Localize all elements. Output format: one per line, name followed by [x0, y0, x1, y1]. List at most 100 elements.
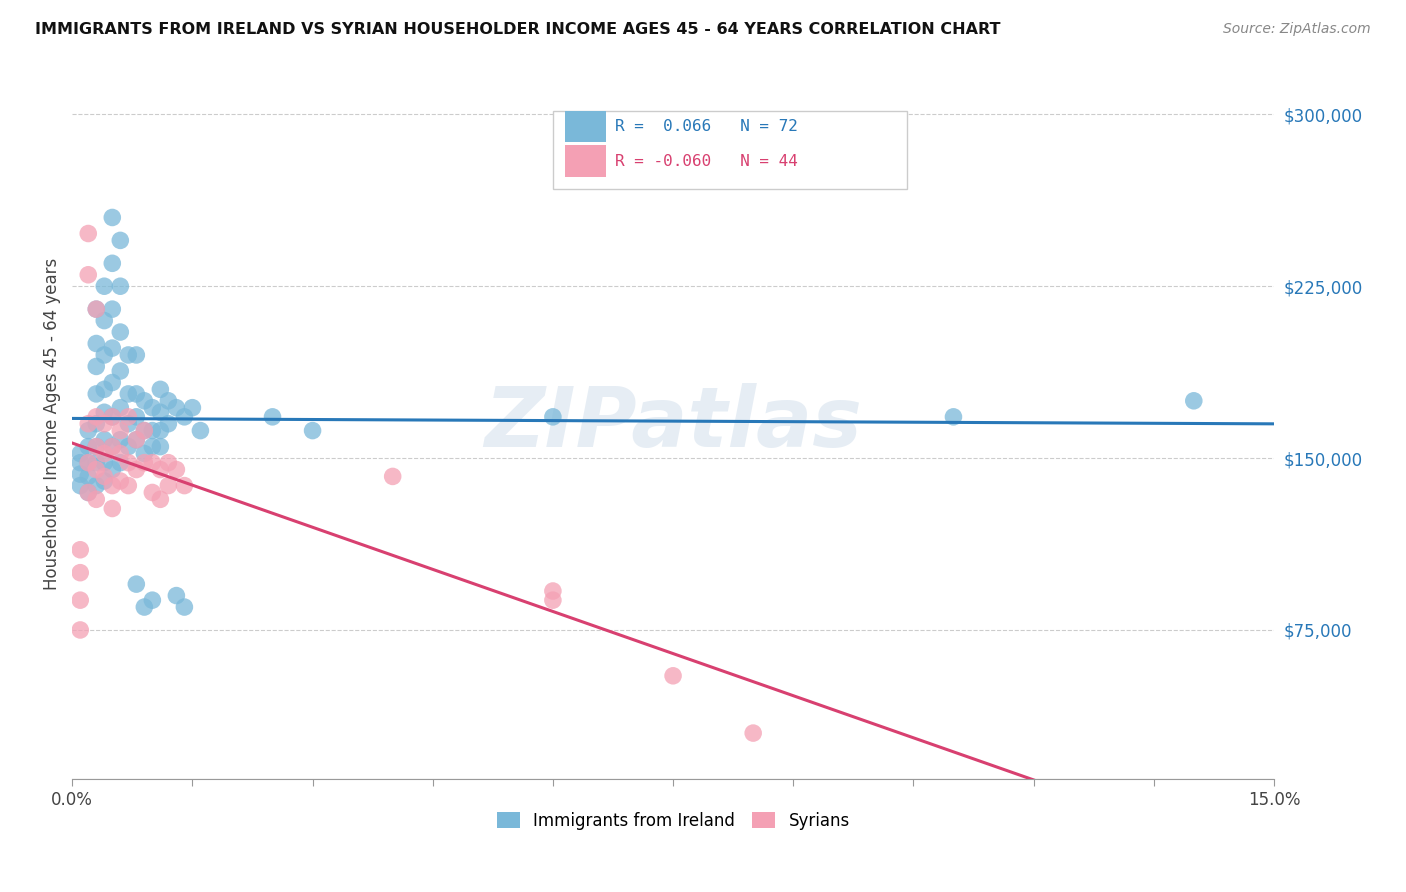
Y-axis label: Householder Income Ages 45 - 64 years: Householder Income Ages 45 - 64 years — [44, 258, 60, 590]
Point — [69, 593, 91, 607]
Text: Source: ZipAtlas.com: Source: ZipAtlas.com — [1223, 22, 1371, 37]
Point — [181, 401, 204, 415]
Point — [93, 446, 115, 460]
Point — [77, 456, 100, 470]
Point — [125, 387, 148, 401]
Point — [93, 433, 115, 447]
Point — [149, 440, 172, 454]
Point — [69, 456, 91, 470]
Point — [69, 467, 91, 482]
Point — [101, 302, 124, 317]
Point — [125, 409, 148, 424]
Point — [125, 348, 148, 362]
Point — [110, 446, 132, 460]
Point — [110, 456, 132, 470]
Point — [134, 456, 156, 470]
Point — [125, 433, 148, 447]
Point — [101, 440, 124, 454]
Point — [84, 336, 107, 351]
Point — [134, 393, 156, 408]
Point — [125, 577, 148, 591]
Point — [101, 462, 124, 476]
Point — [101, 376, 124, 390]
Point — [117, 409, 139, 424]
Point — [84, 302, 107, 317]
Point — [84, 462, 107, 476]
Point — [173, 600, 195, 615]
Point — [141, 440, 163, 454]
Point — [84, 359, 107, 374]
Point — [141, 456, 163, 470]
Point — [141, 593, 163, 607]
Point — [541, 584, 564, 599]
Point — [77, 268, 100, 282]
Point — [117, 348, 139, 362]
Point — [942, 409, 965, 424]
Point — [110, 424, 132, 438]
Point — [190, 424, 212, 438]
Point — [77, 485, 100, 500]
Point — [93, 474, 115, 488]
Point — [149, 492, 172, 507]
Point — [101, 409, 124, 424]
Point — [77, 456, 100, 470]
FancyBboxPatch shape — [553, 112, 907, 189]
Point — [134, 424, 156, 438]
Legend: Immigrants from Ireland, Syrians: Immigrants from Ireland, Syrians — [492, 806, 855, 835]
Point — [101, 440, 124, 454]
Point — [149, 382, 172, 396]
Point — [69, 623, 91, 637]
Point — [93, 382, 115, 396]
Point — [117, 440, 139, 454]
Point — [93, 348, 115, 362]
Point — [173, 409, 195, 424]
Point — [541, 593, 564, 607]
Point — [157, 456, 180, 470]
Point — [77, 440, 100, 454]
Point — [110, 364, 132, 378]
Point — [173, 478, 195, 492]
Point — [101, 341, 124, 355]
Point — [125, 462, 148, 476]
Point — [84, 440, 107, 454]
Point — [84, 492, 107, 507]
FancyBboxPatch shape — [565, 111, 606, 142]
Point — [101, 256, 124, 270]
Point — [301, 424, 323, 438]
Point — [125, 433, 148, 447]
Point — [381, 469, 404, 483]
Point — [77, 485, 100, 500]
Point — [84, 478, 107, 492]
Point — [84, 440, 107, 454]
Point — [110, 279, 132, 293]
Point — [84, 417, 107, 431]
Point — [101, 501, 124, 516]
Point — [101, 478, 124, 492]
Point — [157, 393, 180, 408]
Point — [69, 446, 91, 460]
Point — [141, 424, 163, 438]
Point — [93, 405, 115, 419]
Point — [93, 313, 115, 327]
Text: R = -0.060   N = 44: R = -0.060 N = 44 — [616, 153, 799, 169]
Point — [141, 401, 163, 415]
Point — [117, 387, 139, 401]
Point — [110, 401, 132, 415]
Point — [101, 409, 124, 424]
Point — [117, 456, 139, 470]
Point — [134, 600, 156, 615]
Point — [165, 589, 187, 603]
Point — [149, 462, 172, 476]
Point — [110, 325, 132, 339]
Point — [541, 409, 564, 424]
Text: IMMIGRANTS FROM IRELAND VS SYRIAN HOUSEHOLDER INCOME AGES 45 - 64 YEARS CORRELAT: IMMIGRANTS FROM IRELAND VS SYRIAN HOUSEH… — [35, 22, 1001, 37]
Point — [742, 726, 765, 740]
Point — [662, 669, 685, 683]
Point — [165, 401, 187, 415]
Point — [84, 302, 107, 317]
Point — [93, 279, 115, 293]
Point — [77, 417, 100, 431]
Point — [93, 469, 115, 483]
Point — [157, 478, 180, 492]
Point — [149, 405, 172, 419]
